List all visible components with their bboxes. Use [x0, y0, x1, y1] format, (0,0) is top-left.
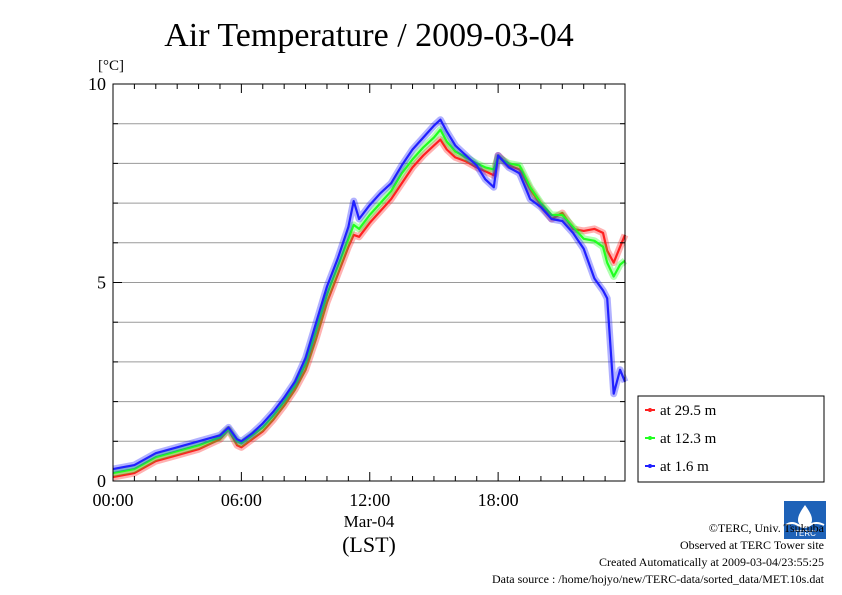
legend-label: at 29.5 m — [660, 403, 717, 419]
y-axis-label: [°C] — [98, 58, 124, 74]
x-tick-label: 06:00 — [221, 490, 262, 510]
copyright-text: ©TERC, Univ. Tsukuba — [708, 521, 824, 535]
chart-title: Air Temperature / 2009-03-04 — [164, 17, 574, 54]
x-tick-label: 00:00 — [92, 490, 133, 510]
x-timezone-label: (LST) — [342, 532, 396, 557]
y-tick-label: 0 — [97, 471, 106, 491]
x-tick-label: 18:00 — [478, 490, 519, 510]
site-text: Observed at TERC Tower site — [679, 538, 824, 552]
logo-text: TERC — [794, 529, 816, 538]
source-text: Data source : /home/hojyo/new/TERC-data/… — [491, 572, 824, 586]
created-text: Created Automatically at 2009-03-04/23:5… — [599, 555, 824, 569]
data-series — [112, 116, 629, 481]
legend-frame — [637, 395, 825, 483]
series-line-3 — [112, 118, 627, 471]
series-halo-1 — [112, 136, 629, 481]
grid-lines — [113, 123, 625, 442]
legend-label: at 1.6 m — [660, 459, 709, 475]
y-axis-ticks: 0 5 10 — [88, 74, 625, 491]
legend-marker — [648, 464, 652, 468]
series-halo-2 — [112, 126, 628, 477]
credits-block: ©TERC, Univ. Tsukuba Observed at TERC To… — [492, 520, 824, 588]
terc-logo: TERC — [784, 501, 826, 539]
y-tick-label: 5 — [97, 273, 106, 293]
legend: at 29.5 m at 12.3 m at 1.6 m — [637, 395, 825, 483]
x-tick-label: 12:00 — [349, 490, 390, 510]
legend-marker — [648, 408, 652, 412]
y-tick-label: 10 — [88, 74, 106, 94]
x-date-label: Mar-04 — [344, 512, 395, 531]
legend-marker — [648, 436, 652, 440]
series-line-1 — [112, 138, 627, 479]
x-axis-ticks: 00:00 06:00 12:00 18:00 — [92, 84, 606, 510]
series-halo-3 — [112, 116, 629, 473]
legend-label: at 12.3 m — [660, 431, 717, 447]
series-line-2 — [112, 128, 626, 475]
